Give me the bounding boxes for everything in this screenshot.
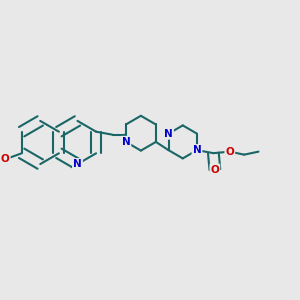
Text: N: N [122,137,130,147]
Text: O: O [1,154,10,164]
Text: N: N [193,145,201,155]
Text: N: N [73,159,82,169]
Text: O: O [225,147,234,157]
Text: O: O [211,165,219,175]
Text: N: N [164,129,173,139]
